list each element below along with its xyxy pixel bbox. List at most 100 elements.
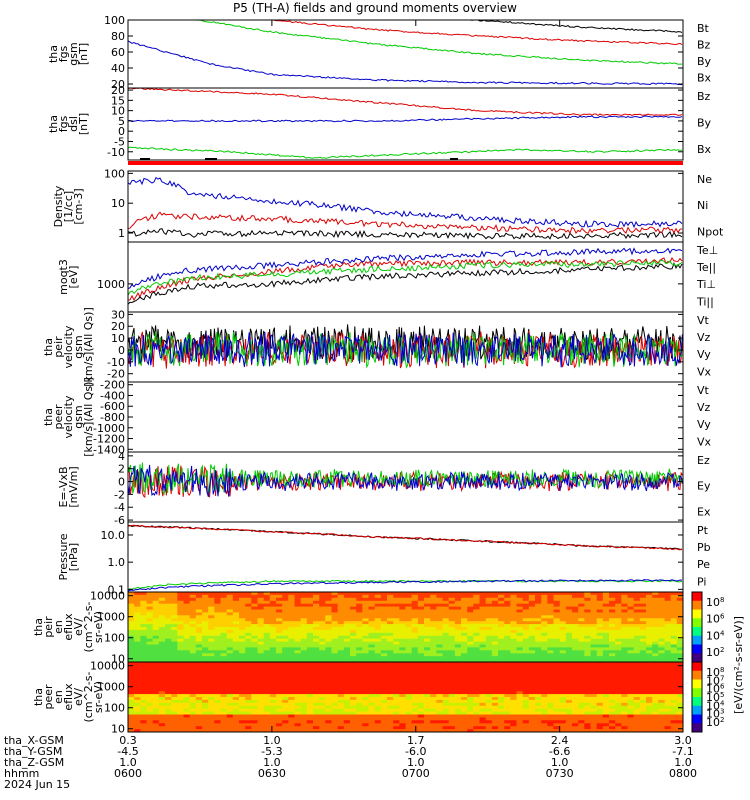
heatmap-cell bbox=[664, 717, 672, 721]
heatmap-cell bbox=[510, 723, 518, 727]
heatmap-cell bbox=[541, 697, 548, 701]
heatmap-cell bbox=[676, 647, 683, 651]
heatmap-cell bbox=[541, 618, 548, 622]
heatmap-cell bbox=[436, 656, 444, 660]
heatmap-cell bbox=[128, 641, 135, 646]
heatmap-cell bbox=[343, 667, 351, 672]
heatmap-cell bbox=[171, 691, 178, 695]
heatmap-cell bbox=[485, 694, 493, 698]
heatmap-cell bbox=[282, 676, 289, 681]
heatmap-cell bbox=[195, 624, 203, 628]
heatmap-cell bbox=[473, 635, 481, 640]
heatmap-cell bbox=[251, 600, 259, 605]
heatmap-cell bbox=[541, 717, 548, 721]
heatmap-cell bbox=[510, 708, 518, 713]
heatmap-cell bbox=[356, 691, 363, 695]
heatmap-cell bbox=[232, 659, 240, 662]
heatmap-cell bbox=[553, 691, 561, 695]
heatmap-cell bbox=[158, 647, 166, 651]
heatmap-cell bbox=[288, 653, 296, 657]
heatmap-cell bbox=[387, 717, 394, 721]
heatmap-cell bbox=[343, 641, 351, 646]
heatmap-cell bbox=[590, 705, 598, 710]
heatmap-cell bbox=[158, 644, 166, 648]
heatmap-cell bbox=[134, 632, 141, 637]
heatmap-cell bbox=[251, 670, 259, 675]
heatmap-cell bbox=[331, 612, 339, 616]
series-efield-ex bbox=[128, 464, 683, 497]
heatmap-cell bbox=[288, 682, 296, 686]
heatmap-cell bbox=[572, 618, 579, 622]
heatmap-cell bbox=[485, 629, 493, 634]
heatmap-cell bbox=[442, 697, 450, 701]
heatmap-cell bbox=[504, 609, 511, 613]
heatmap-cell bbox=[306, 711, 314, 716]
heatmap-cell bbox=[454, 656, 462, 660]
heatmap-cell bbox=[405, 688, 413, 692]
heatmap-cell bbox=[208, 609, 215, 613]
heatmap-cell bbox=[652, 621, 659, 625]
heatmap-cell bbox=[528, 615, 536, 619]
heatmap-cell bbox=[343, 682, 351, 686]
series-group-pressure bbox=[128, 524, 683, 592]
heatmap-cell bbox=[633, 726, 641, 730]
heatmap-cell bbox=[251, 729, 259, 732]
heatmap-cell bbox=[306, 723, 314, 727]
heatmap-cell bbox=[343, 629, 351, 634]
heatmap-cell bbox=[578, 592, 585, 596]
heatmap-cell bbox=[146, 662, 154, 666]
heatmap-cell bbox=[510, 656, 518, 660]
heatmap-cell bbox=[183, 592, 191, 596]
heatmap-cell bbox=[621, 606, 629, 611]
heatmap-cell bbox=[380, 647, 388, 651]
heatmap-cell bbox=[171, 653, 178, 657]
heatmap-cell bbox=[553, 702, 561, 707]
heatmap-cell bbox=[602, 726, 610, 730]
heatmap-cell bbox=[177, 606, 185, 611]
heatmap-cell bbox=[454, 627, 462, 631]
heatmap-cell bbox=[177, 621, 185, 625]
heatmap-cell bbox=[158, 621, 166, 625]
heatmap-cell bbox=[362, 711, 370, 716]
heatmap-cell bbox=[146, 702, 154, 707]
colorbar-tick-label: 106 bbox=[706, 613, 725, 626]
heatmap-cell bbox=[485, 697, 493, 701]
heatmap-cell bbox=[202, 606, 209, 611]
heatmap-cell bbox=[239, 609, 246, 613]
heatmap-cell bbox=[467, 685, 474, 689]
heatmap-cell bbox=[405, 664, 413, 669]
heatmap-cell bbox=[325, 717, 333, 721]
heatmap-cell bbox=[572, 679, 579, 683]
heatmap-cell bbox=[584, 624, 592, 628]
heatmap-cell bbox=[411, 656, 419, 660]
heatmap-cell bbox=[621, 711, 629, 716]
heatmap-cell bbox=[510, 705, 518, 710]
heatmap-cell bbox=[411, 670, 419, 675]
heatmap-cell bbox=[621, 592, 629, 596]
heatmap-cell bbox=[356, 676, 363, 681]
heatmap-cell bbox=[134, 670, 141, 675]
heatmap-cell bbox=[306, 635, 314, 640]
ytick-label: -20 bbox=[107, 368, 125, 381]
heatmap-cell bbox=[226, 594, 234, 599]
heatmap-cell bbox=[522, 650, 530, 654]
heatmap-cell bbox=[461, 650, 468, 654]
heatmap-cell bbox=[177, 627, 185, 631]
heatmap-cell bbox=[639, 632, 647, 637]
heatmap-cell bbox=[202, 697, 209, 701]
heatmap-cell bbox=[183, 694, 191, 698]
heatmap-cell bbox=[473, 594, 481, 599]
heatmap-cell bbox=[498, 632, 505, 637]
heatmap-cell bbox=[633, 682, 641, 686]
ylabel-line: (cm^2-s- bbox=[82, 672, 95, 723]
heatmap-cell bbox=[226, 609, 234, 613]
heatmap-cell bbox=[232, 708, 240, 713]
heatmap-cell bbox=[306, 714, 314, 718]
heatmap-cell bbox=[430, 729, 437, 732]
heatmap-cell bbox=[510, 676, 518, 681]
heatmap-cell bbox=[177, 612, 185, 616]
heatmap-cell bbox=[461, 609, 468, 613]
heatmap-cell bbox=[269, 694, 277, 698]
heatmap-cell bbox=[226, 673, 234, 678]
heatmap-cell bbox=[442, 714, 450, 718]
